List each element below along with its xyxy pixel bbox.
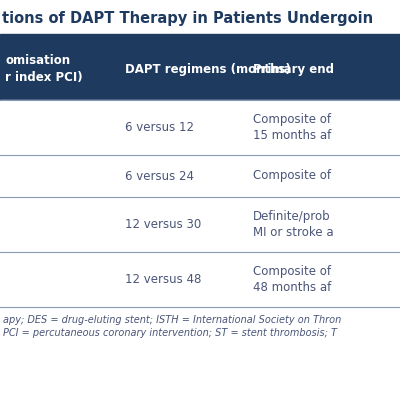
Bar: [0, 38, 400, 100]
Text: Composite of
15 months af: Composite of 15 months af: [253, 113, 331, 142]
Text: 12 versus 48: 12 versus 48: [125, 273, 201, 286]
Text: omisation
r index PCI): omisation r index PCI): [5, 54, 83, 84]
Text: Composite of: Composite of: [253, 170, 331, 182]
Text: Composite of
48 months af: Composite of 48 months af: [253, 265, 331, 294]
Bar: [0, 100, 400, 155]
Text: 6 versus 24: 6 versus 24: [125, 170, 194, 182]
Text: Definite/prob
MI or stroke a: Definite/prob MI or stroke a: [253, 210, 334, 239]
Text: DAPT regimens (months): DAPT regimens (months): [125, 62, 291, 76]
Bar: [0, 197, 400, 252]
Text: Primary end: Primary end: [253, 62, 334, 76]
Text: 6 versus 12: 6 versus 12: [125, 121, 194, 134]
Bar: [0, 252, 400, 307]
Bar: [0, 0, 400, 38]
Bar: [0, 155, 400, 197]
Text: 12 versus 30: 12 versus 30: [125, 218, 201, 231]
Text: apy; DES = drug-eluting stent; ISTH = International Society on Thron
PCI = percu: apy; DES = drug-eluting stent; ISTH = In…: [3, 315, 341, 338]
Text: tions of DAPT Therapy in Patients Undergoin: tions of DAPT Therapy in Patients Underg…: [2, 12, 373, 26]
Bar: [0, 307, 400, 350]
Bar: [0, 34, 400, 38]
